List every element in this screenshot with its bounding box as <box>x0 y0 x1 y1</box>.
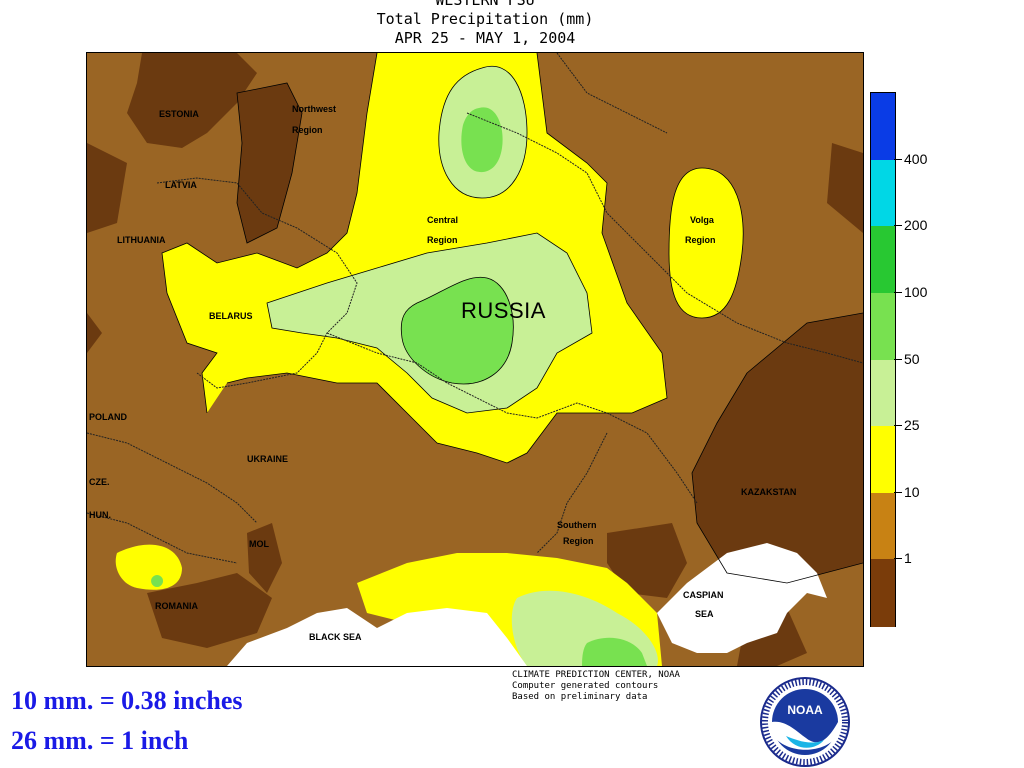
legend-band <box>871 226 895 294</box>
title-variable: Total Precipitation (mm) <box>376 10 594 28</box>
political-borders <box>87 53 863 564</box>
legend-tick <box>894 425 902 427</box>
label-latvia: LATVIA <box>165 180 197 190</box>
fill-50-100-central <box>401 277 514 384</box>
label-northwest-region: Northwest <box>292 104 337 114</box>
title-region: WESTERN FSU <box>435 0 535 9</box>
label-ukraine: UKRAINE <box>247 454 289 464</box>
legend-band <box>871 492 895 560</box>
label-kazakstan: KAZAKSTAN <box>741 487 797 497</box>
fill-10-25-romania <box>115 544 182 590</box>
noaa-logo: NOAA <box>760 677 850 767</box>
label-volga-region-2: Region <box>685 235 716 245</box>
fill-below-1-volga-east <box>827 143 863 233</box>
legend-tick <box>894 158 902 160</box>
label-romania: ROMANIA <box>155 601 198 611</box>
label-belarus: BELARUS <box>209 311 253 321</box>
fill-below-1-westedge <box>87 143 127 353</box>
label-moldova: MOL <box>249 539 269 549</box>
legend-label: 200 <box>904 217 928 234</box>
legend-band <box>871 93 895 161</box>
legend-label: 1 <box>904 550 912 567</box>
legend-label: 400 <box>904 150 928 167</box>
noaa-logo-text: NOAA <box>787 703 823 717</box>
label-cze: CZE. <box>89 477 110 487</box>
label-russia: RUSSIA <box>461 298 546 323</box>
legend-tick <box>894 491 902 493</box>
legend-label: 50 <box>904 350 920 367</box>
legend-tick <box>894 358 902 360</box>
fill-below-1-romania <box>147 573 272 648</box>
precipitation-contours <box>87 53 863 666</box>
fill-50-100-north <box>461 107 503 173</box>
label-poland: POLAND <box>89 412 127 422</box>
fill-below-1-moldova <box>247 523 282 593</box>
legend-colorbar <box>870 92 896 627</box>
legend-label: 10 <box>904 483 920 500</box>
label-lithuania: LITHUANIA <box>117 235 166 245</box>
label-hun: HUN. <box>89 510 111 520</box>
caspian-sea <box>657 543 827 653</box>
fill-10-25-volga <box>669 168 744 318</box>
label-black-sea: BLACK SEA <box>309 632 362 642</box>
legend-band <box>871 426 895 494</box>
label-southern-region: Southern <box>557 520 597 530</box>
label-southern-region-2: Region <box>563 536 594 546</box>
fill-below-1-baltic <box>127 53 257 148</box>
label-caspian-sea-2: SEA <box>695 609 714 619</box>
legend-label: 25 <box>904 417 920 434</box>
fill-below-1-kazakstan <box>692 313 863 583</box>
conversion-26mm: 26 mm. = 1 inch <box>11 726 189 755</box>
conversion-10mm: 10 mm. = 0.38 inches <box>11 686 243 715</box>
contour-lines <box>161 53 863 584</box>
credit-data-note: Based on preliminary data <box>512 692 648 702</box>
title-date-range: APR 25 - MAY 1, 2004 <box>394 29 576 47</box>
fill-50-100-south <box>582 637 647 666</box>
black-sea <box>227 608 527 666</box>
label-caspian-sea: CASPIAN <box>683 590 724 600</box>
credits: CLIMATE PREDICTION CENTER, NOAA Computer… <box>512 670 680 703</box>
precipitation-map: ESTONIA LATVIA LITHUANIA BELARUS POLAND … <box>86 52 864 667</box>
legend-band <box>871 359 895 427</box>
label-central-region-2: Region <box>427 235 458 245</box>
legend-band <box>871 559 895 627</box>
legend-tick <box>894 225 902 227</box>
label-northwest-region-2: Region <box>292 125 323 135</box>
credit-source: CLIMATE PREDICTION CENTER, NOAA <box>512 670 680 680</box>
fill-below-1-caspian-west <box>607 523 687 598</box>
label-central-region: Central <box>427 215 459 225</box>
fill-50-100-romania-dot <box>151 575 164 587</box>
legend-band <box>871 292 895 360</box>
legend-tick <box>894 291 902 293</box>
legend-band <box>871 159 895 227</box>
legend-tick <box>894 558 902 560</box>
label-volga-region: Volga <box>690 215 714 225</box>
label-estonia: ESTONIA <box>159 109 199 119</box>
legend-label: 100 <box>904 283 928 300</box>
map-title: WESTERN FSU Total Precipitation (mm) APR… <box>320 0 650 48</box>
credit-method: Computer generated contours <box>512 681 659 691</box>
